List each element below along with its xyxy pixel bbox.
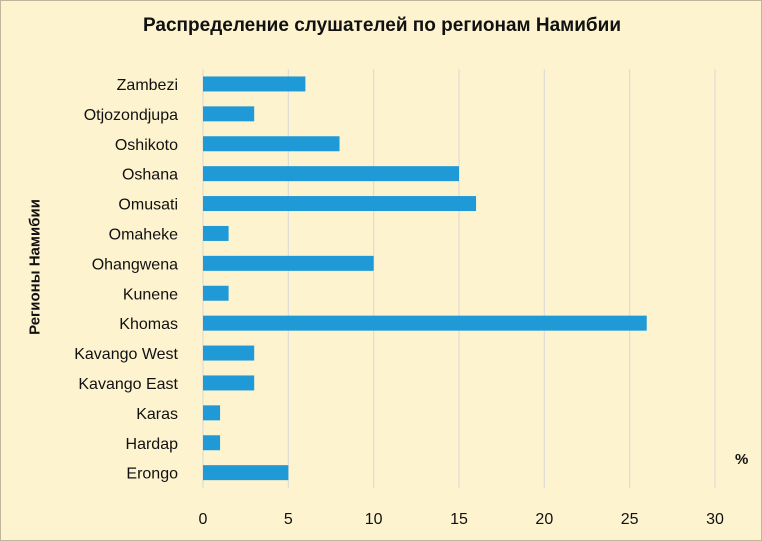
bar [203,136,340,152]
bar [203,345,255,361]
chart-title: Распределение слушателей по регионам Нам… [142,15,622,36]
bar [203,255,374,271]
category-tick-label: Omaheke [109,226,178,243]
category-tick-label: Zambezi [117,77,178,94]
bar [203,166,459,182]
x-tick-label: 25 [621,511,639,528]
bar [203,106,255,122]
bar [203,76,306,92]
x-tick-label: 30 [706,511,724,528]
x-tick-label: 5 [284,511,293,528]
bar [203,315,647,331]
category-tick-label: Karas [136,406,178,423]
bar [203,405,221,421]
category-tick-label: Kavango East [78,376,178,393]
bar [203,435,221,451]
category-tick-label: Hardap [126,436,179,453]
category-tick-label: Oshikoto [115,137,178,154]
category-tick-label: Otjozondjupa [84,107,178,124]
bar [203,285,229,301]
x-axis-unit-label: % [735,451,749,468]
category-tick-label: Oshana [122,167,178,184]
category-tick-label: Erongo [126,466,178,483]
bar [203,465,289,481]
bar [203,196,477,212]
x-tick-label: 10 [365,511,383,528]
x-tick-label: 20 [535,511,553,528]
x-tick-label: 15 [450,511,468,528]
bar [203,225,229,241]
category-tick-label: Kunene [123,286,178,303]
category-tick-label: Khomas [119,316,178,333]
bar [203,375,255,391]
category-tick-label: Omusati [118,197,178,214]
category-tick-label: Kavango West [74,346,178,363]
category-tick-label: Ohangwena [92,256,178,273]
x-tick-label: 0 [199,511,208,528]
